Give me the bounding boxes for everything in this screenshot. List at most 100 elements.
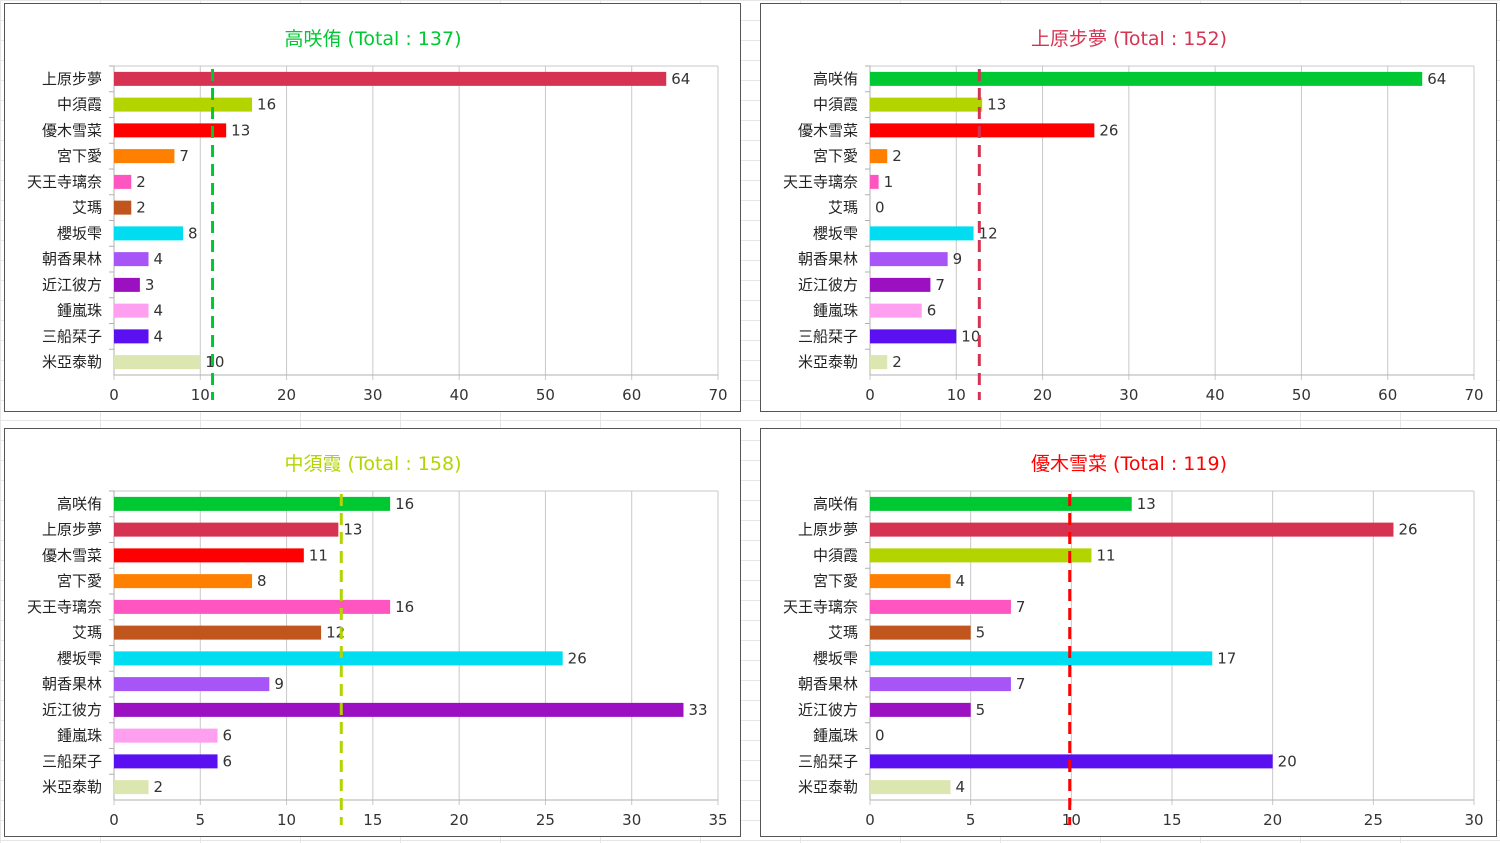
bar [114,625,322,640]
y-category-label: 高咲侑 [813,70,858,88]
data-label: 6 [223,727,233,745]
data-label: 13 [1137,495,1156,513]
y-category-label: 天王寺璃奈 [783,598,858,616]
bar [114,355,201,370]
chart-title: 高咲侑 (Total : 137) [285,28,462,50]
data-label: 20 [1278,752,1297,770]
y-category-label: 米亞泰勒 [42,353,102,371]
y-category-label: 天王寺璃奈 [783,173,858,191]
data-label: 4 [956,572,966,590]
y-category-label: 艾瑪 [72,199,102,217]
bar [870,97,983,112]
bar [114,97,253,112]
chart-panel-3: 中須霞 (Total : 158) 0 5 10 15 20 25 30 35 高咲侑 16 上原步夢… [4,428,741,837]
bar [114,174,132,189]
y-category-label: 朝香果林 [42,675,102,693]
data-label: 12 [979,224,998,242]
data-label: 8 [257,572,267,590]
bar [870,277,931,292]
bar [114,277,140,292]
data-label: 5 [976,624,986,642]
x-tick-label: 25 [1364,811,1383,829]
y-category-label: 中須霞 [57,96,102,114]
bar [114,548,304,563]
y-category-label: 朝香果林 [798,250,858,268]
y-category-label: 優木雪菜 [42,121,102,139]
bar [114,754,218,769]
data-label: 11 [309,546,328,564]
data-label: 13 [987,96,1006,114]
bar [114,677,270,692]
y-category-label: 宮下愛 [813,147,858,165]
x-tick-label: 10 [1062,811,1081,829]
data-label: 9 [953,250,963,268]
data-label: 0 [875,727,885,745]
data-label: 26 [1398,521,1417,539]
x-tick-label: 30 [1464,811,1483,829]
x-tick-label: 40 [450,386,469,404]
data-label: 33 [688,701,707,719]
y-category-label: 優木雪菜 [42,546,102,564]
data-label: 16 [395,598,414,616]
data-label: 2 [136,199,146,217]
y-category-label: 櫻坂雫 [813,224,858,242]
x-tick-label: 10 [277,811,296,829]
bar [870,780,951,795]
x-tick-label: 20 [1263,811,1282,829]
bar [114,728,218,743]
x-tick-label: 15 [363,811,382,829]
bar [870,677,1011,692]
x-tick-label: 35 [708,811,727,829]
x-tick-label: 50 [1292,386,1311,404]
x-tick-label: 0 [865,386,875,404]
y-category-label: 三船栞子 [798,752,858,770]
bar [114,252,149,267]
y-category-label: 宮下愛 [57,572,102,590]
x-tick-label: 15 [1162,811,1181,829]
data-label: 4 [956,778,966,796]
data-label: 9 [274,675,284,693]
x-tick-label: 0 [109,386,119,404]
bar [870,252,948,267]
y-category-label: 近江彼方 [42,701,102,719]
bar [870,226,974,241]
bar [870,174,879,189]
chart-title: 中須霞 (Total : 158) [285,453,462,475]
data-label: 4 [154,250,164,268]
bar [870,329,957,344]
y-category-label: 近江彼方 [798,701,858,719]
y-category-label: 朝香果林 [798,675,858,693]
chart-panel-2: 上原步夢 (Total : 152) 0 10 20 30 40 50 60 70 高咲侑 64 中須… [760,3,1497,412]
chart-svg: 中須霞 (Total : 158) 0 5 10 15 20 25 30 35 高咲侑 16 上原步夢… [27,453,728,829]
data-label: 17 [1217,649,1236,667]
x-tick-label: 30 [363,386,382,404]
data-label: 7 [935,276,945,294]
data-label: 7 [179,147,189,165]
bar [114,149,175,164]
y-category-label: 艾瑪 [828,624,858,642]
data-label: 2 [892,147,902,165]
data-label: 4 [154,327,164,345]
y-category-label: 朝香果林 [42,250,102,268]
y-category-label: 宮下愛 [57,147,102,165]
y-category-label: 米亞泰勒 [798,778,858,796]
chart-title: 優木雪菜 (Total : 119) [1031,453,1227,475]
data-label: 5 [976,701,986,719]
x-tick-label: 20 [450,811,469,829]
data-label: 26 [568,649,587,667]
data-label: 3 [145,276,155,294]
data-label: 64 [671,70,690,88]
y-category-label: 艾瑪 [72,624,102,642]
bar [114,496,391,511]
x-tick-label: 5 [196,811,206,829]
x-tick-label: 0 [109,811,119,829]
data-label: 6 [927,302,937,320]
data-label: 8 [188,224,198,242]
data-label: 2 [892,353,902,371]
x-tick-label: 5 [966,811,976,829]
data-label: 1 [884,173,894,191]
y-category-label: 鍾嵐珠 [57,302,102,320]
bar [114,574,253,589]
data-label: 7 [1016,675,1026,693]
data-label: 11 [1096,546,1115,564]
